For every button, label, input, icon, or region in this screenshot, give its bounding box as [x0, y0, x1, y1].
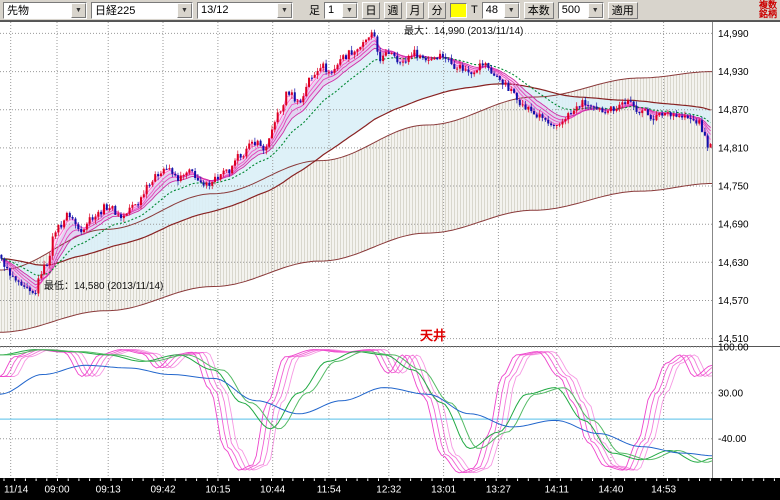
oscillator-panel: 100.00 30.00 -40.00 [0, 343, 749, 474]
svg-text:100.00: 100.00 [718, 343, 749, 354]
envelope-lines [0, 71, 712, 333]
svg-text:30.00: 30.00 [718, 388, 743, 399]
svg-text:14,810: 14,810 [718, 143, 749, 154]
time-axis-label: 10:15 [205, 485, 230, 496]
time-axis-label: 09:42 [150, 485, 175, 496]
multi-symbol-label[interactable]: 複数銘柄 [758, 0, 777, 19]
price-axis: 14,990 14,930 14,870 14,810 14,750 14,690 14,6… [712, 22, 749, 478]
max-annotation: 最大：14,990 (2013/11/14) [404, 24, 523, 37]
svg-text:14,930: 14,930 [718, 67, 749, 78]
symbol-select-value: 日経225 [95, 5, 136, 17]
bar-type-label: 足 [309, 5, 320, 17]
period-day-button[interactable]: 日 [362, 1, 380, 19]
symbol-select[interactable]: 日経225 ▼ [91, 1, 193, 19]
time-axis-label: 10:44 [260, 485, 285, 496]
tick-label: T [471, 4, 478, 16]
interval-value: 1 [328, 4, 335, 16]
time-axis-label: 12:32 [376, 485, 401, 496]
bar-count-value: 500 [561, 4, 581, 16]
grid-layer [0, 22, 712, 478]
time-axis-label: 14:40 [598, 485, 623, 496]
period-minute-button[interactable]: 分 [428, 1, 446, 19]
svg-text:14,870: 14,870 [718, 105, 749, 116]
bar-count-select[interactable]: 500 ▼ [557, 1, 604, 19]
annotations: 最大：14,990 (2013/11/14) 最低：14,580 (2013/11… [44, 24, 523, 343]
time-axis: 11/14 09:00 09:13 09:42 10:15 10:44 11:54 12:32… [0, 478, 780, 500]
tick-toggle[interactable] [450, 2, 467, 18]
bars-per-candle-value: 48 [485, 4, 498, 16]
time-axis-label: 14:53 [651, 485, 676, 496]
dropdown-arrow-icon[interactable]: ▼ [177, 2, 192, 18]
toolbar: 先物 ▼ 日経225 ▼ 13/12 ▼ 足 1 ▼ 日 週 月 分 T 48 … [0, 0, 780, 21]
interval-select[interactable]: 1 ▼ [324, 1, 358, 19]
ema-ribbon [1, 33, 711, 294]
market-select[interactable]: 先物 ▼ [3, 1, 87, 19]
long-ma-line [1, 83, 711, 266]
svg-text:14,510: 14,510 [718, 334, 749, 345]
dropdown-arrow-icon[interactable]: ▼ [71, 2, 86, 18]
candlestick-series [0, 29, 712, 297]
bar-count-button[interactable]: 本数 [523, 1, 554, 19]
dropdown-arrow-icon[interactable]: ▼ [503, 2, 519, 18]
time-axis-label: 11:54 [317, 485, 342, 496]
ceiling-annotation: 天井 [420, 328, 446, 343]
time-axis-label: 13:01 [431, 485, 456, 496]
time-axis-label: 09:00 [44, 485, 69, 496]
svg-text:14,690: 14,690 [718, 220, 749, 231]
time-axis-label: 13:27 [486, 485, 511, 496]
apply-button[interactable]: 適用 [607, 1, 638, 19]
envelope-band [0, 71, 712, 333]
contract-month-value: 13/12 [201, 4, 229, 16]
dropdown-arrow-icon[interactable]: ▼ [587, 2, 603, 18]
min-annotation: 最低：14,580 (2013/11/14) [44, 279, 163, 292]
dropdown-arrow-icon[interactable]: ▼ [277, 2, 292, 18]
bars-per-candle-select[interactable]: 48 ▼ [481, 1, 520, 19]
svg-text:14,990: 14,990 [718, 29, 749, 40]
svg-text:14,630: 14,630 [718, 258, 749, 269]
period-month-button[interactable]: 月 [406, 1, 424, 19]
market-select-value: 先物 [7, 5, 29, 17]
time-axis-label: 11/14 [4, 485, 29, 496]
svg-text:14,750: 14,750 [718, 182, 749, 193]
svg-text:-40.00: -40.00 [718, 434, 747, 445]
time-axis-label: 09:13 [96, 485, 121, 496]
svg-text:14,570: 14,570 [718, 296, 749, 307]
period-week-button[interactable]: 週 [384, 1, 402, 19]
dropdown-arrow-icon[interactable]: ▼ [342, 2, 357, 18]
contract-month-select[interactable]: 13/12 ▼ [197, 1, 293, 19]
time-axis-label: 14:11 [545, 485, 570, 496]
